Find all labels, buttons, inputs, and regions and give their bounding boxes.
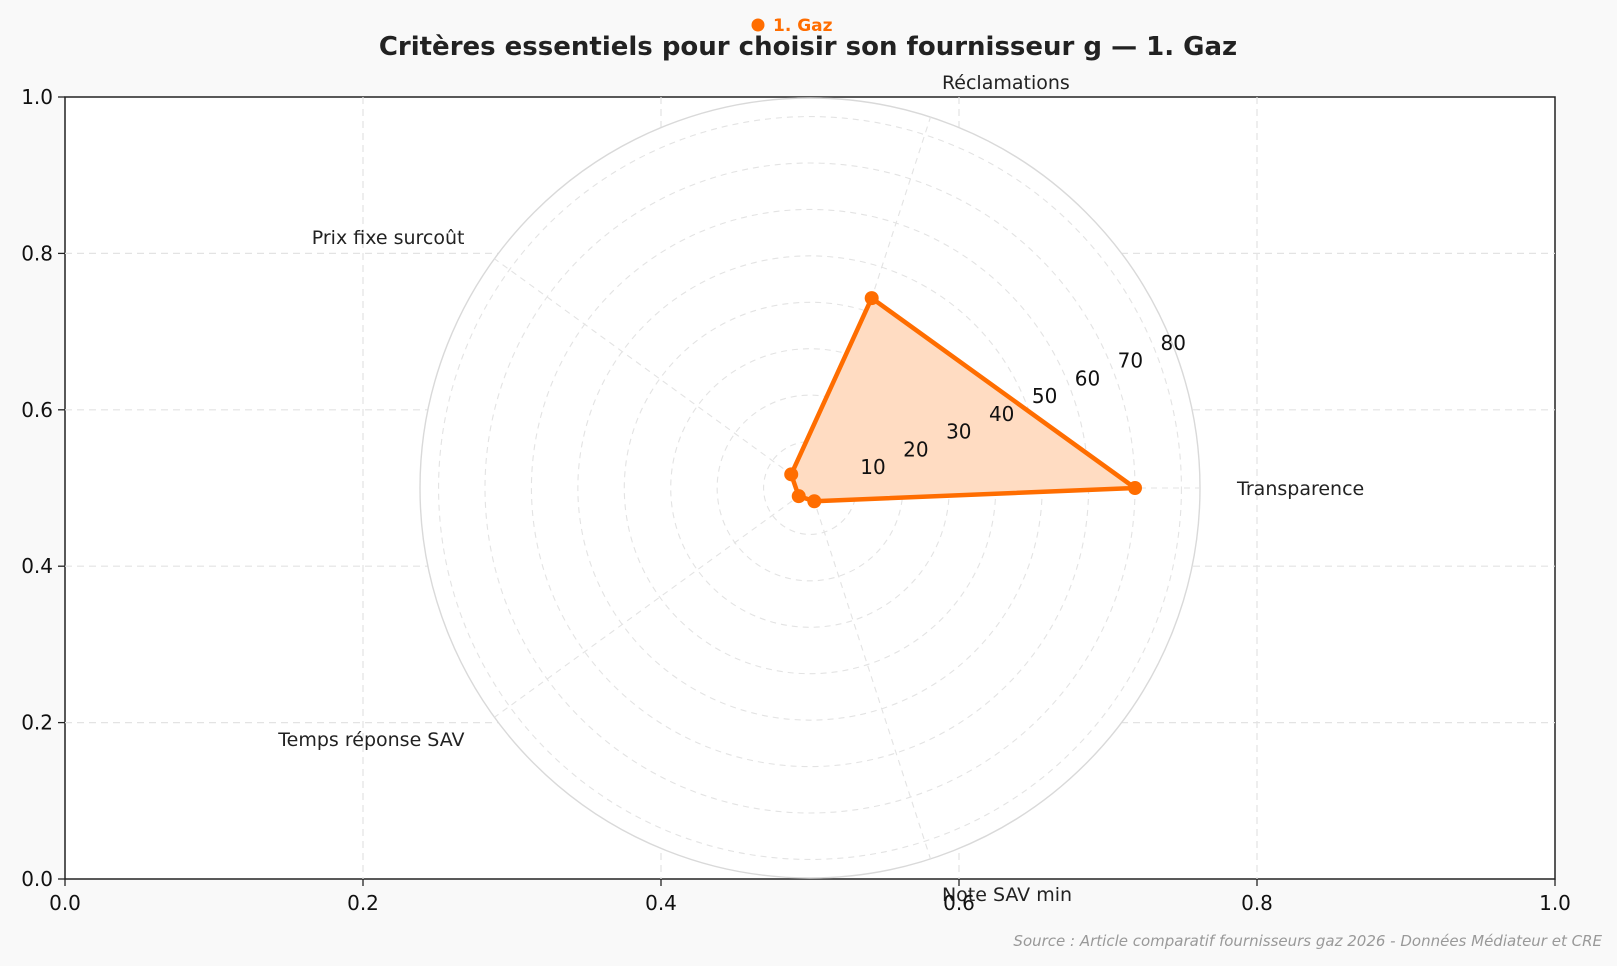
radial-tick-label: 20 [903, 437, 928, 461]
radial-tick-label: 30 [946, 420, 971, 444]
x-tick-label: 0.2 [347, 891, 379, 915]
x-tick-label: 0.6 [943, 891, 975, 915]
legend-label: 1. Gaz [773, 16, 833, 36]
data-point-5 [807, 494, 822, 509]
polar-ring [438, 116, 1182, 860]
labels-layer: Transparence Réclamations Prix fixe surcoû… [277, 72, 1364, 906]
polar-spoke [809, 116, 932, 489]
category-label: Note SAV min [942, 884, 1072, 906]
data-point-4 [791, 489, 806, 504]
x-tick-label: 0.8 [1241, 891, 1273, 915]
data-point-1 [1128, 481, 1142, 495]
radial-tick-label: 70 [1118, 349, 1143, 373]
series-layer [784, 291, 1142, 509]
x-tick-label: 1.0 [1539, 891, 1571, 915]
polar-spoke [809, 487, 932, 860]
source-note: Source : Article comparatif fournisseurs… [1013, 932, 1602, 950]
category-label: Transparence [1236, 478, 1364, 500]
data-point-3 [784, 467, 799, 482]
chart-title: Critères essentiels pour choisir son fou… [379, 32, 1237, 62]
x-tick-label: 0.4 [645, 891, 677, 915]
category-label: Réclamations [942, 72, 1070, 94]
category-label: Prix fixe surcoût [312, 227, 465, 249]
y-tick-label: 0.2 [21, 711, 53, 735]
radial-tick-label: 40 [989, 402, 1014, 426]
x-tick-label: 0.0 [49, 891, 81, 915]
data-point-2 [864, 291, 879, 306]
y-tick-label: 0.0 [21, 867, 53, 891]
legend-marker [751, 18, 765, 32]
radial-tick-label: 50 [1032, 384, 1057, 408]
series-area [791, 298, 1135, 502]
radial-tick-label: 10 [860, 455, 885, 479]
radial-tick-label: 80 [1161, 331, 1186, 355]
y-tick-label: 1.0 [21, 85, 53, 109]
cartesian-ticks: 0.0 0.2 0.4 0.6 0.8 1.0 0.0 0.2 0.4 0.6 0.8 1.0 [21, 85, 1571, 915]
radial-tick-label: 60 [1075, 366, 1100, 390]
polar-spoke [494, 258, 811, 489]
series-line [788, 295, 1138, 504]
y-tick-label: 0.6 [21, 398, 53, 422]
y-tick-label: 0.8 [21, 241, 53, 265]
category-label: Temps réponse SAV [277, 729, 464, 751]
y-tick-label: 0.4 [21, 554, 53, 578]
polar-spoke [494, 487, 811, 718]
